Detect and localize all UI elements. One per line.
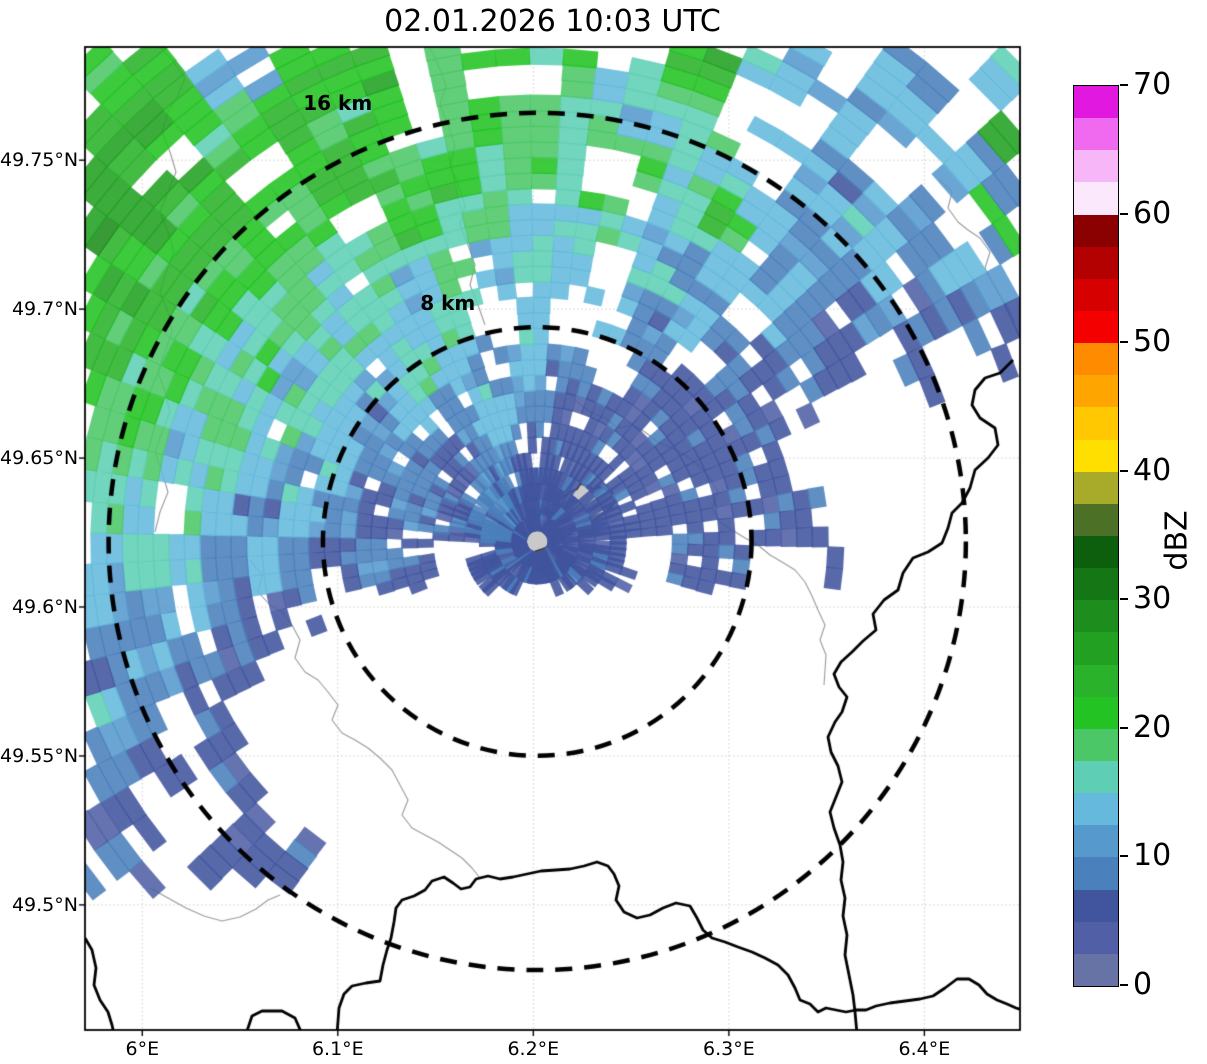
colorbar-tick-value: 20: [1133, 709, 1172, 745]
colorbar-gradient: [1073, 85, 1119, 987]
colorbar-bin: [1074, 118, 1118, 151]
colorbar-bin: [1074, 503, 1118, 537]
colorbar-bin: [1074, 953, 1118, 986]
y-tick-label: 49.5°N: [11, 893, 78, 916]
y-tick-label: 49.65°N: [0, 447, 79, 470]
colorbar-bin: [1074, 600, 1118, 633]
colorbar-bin: [1074, 375, 1118, 408]
colorbar-axis-label: dBZ: [1159, 510, 1195, 571]
colorbar-tick-value: 60: [1133, 195, 1172, 231]
range-ring-label-16km: 16 km: [303, 91, 373, 116]
colorbar-bin: [1074, 921, 1118, 954]
x-tick-label: 6.2°E: [507, 1038, 560, 1060]
colorbar-bin: [1074, 568, 1118, 601]
colorbar-tick-mark: [1120, 469, 1128, 472]
colorbar-bin: [1074, 793, 1118, 826]
range-ring-label-8km: 8 km: [420, 291, 476, 316]
colorbar: 0 10 20 30 40 50 60 70 dBZ: [1073, 70, 1207, 1000]
colorbar-bin: [1074, 889, 1118, 922]
colorbar-bin: [1074, 632, 1118, 665]
colorbar-tick-value: 70: [1133, 67, 1172, 102]
x-tick-label: 6°E: [125, 1038, 160, 1060]
y-tick-label: 49.7°N: [11, 298, 78, 321]
colorbar-bin: [1074, 696, 1118, 729]
colorbar-bin: [1074, 86, 1118, 119]
colorbar-bin: [1074, 857, 1118, 890]
colorbar-tick-value: 0: [1133, 967, 1153, 1002]
colorbar-tick-mark: [1120, 341, 1128, 344]
colorbar-tick-mark: [1120, 598, 1128, 601]
x-tick-label: 6.1°E: [311, 1038, 364, 1060]
colorbar-bin: [1074, 407, 1118, 440]
colorbar-tick-mark: [1120, 212, 1128, 215]
colorbar-bin: [1074, 825, 1118, 858]
colorbar-tick-value: 40: [1133, 452, 1172, 488]
colorbar-tick-mark: [1120, 726, 1128, 729]
y-tick-label: 49.75°N: [0, 149, 79, 172]
colorbar-bin: [1074, 761, 1118, 794]
colorbar-bin: [1074, 214, 1118, 247]
colorbar-bin: [1074, 311, 1118, 344]
colorbar-bin: [1074, 664, 1118, 697]
colorbar-tick-value: 30: [1133, 581, 1172, 617]
x-tick-label: 6.4°E: [898, 1038, 951, 1060]
colorbar-tick-value: 10: [1133, 838, 1172, 874]
colorbar-bin: [1074, 246, 1118, 279]
colorbar-bin: [1074, 343, 1118, 376]
colorbar-bin: [1074, 471, 1118, 504]
colorbar-bin: [1074, 439, 1118, 472]
colorbar-tick-mark: [1120, 984, 1128, 986]
colorbar-tick-mark: [1120, 84, 1128, 86]
colorbar-bin: [1074, 182, 1118, 215]
colorbar-bin: [1074, 150, 1118, 183]
x-tick-label: 6.3°E: [702, 1038, 755, 1060]
y-tick-label: 49.55°N: [0, 744, 79, 767]
colorbar-bin: [1074, 728, 1118, 762]
colorbar-bin: [1074, 536, 1118, 569]
colorbar-bin: [1074, 278, 1118, 312]
y-tick-label: 49.6°N: [11, 596, 78, 618]
colorbar-tick-mark: [1120, 855, 1128, 858]
colorbar-tick-value: 50: [1133, 324, 1172, 360]
